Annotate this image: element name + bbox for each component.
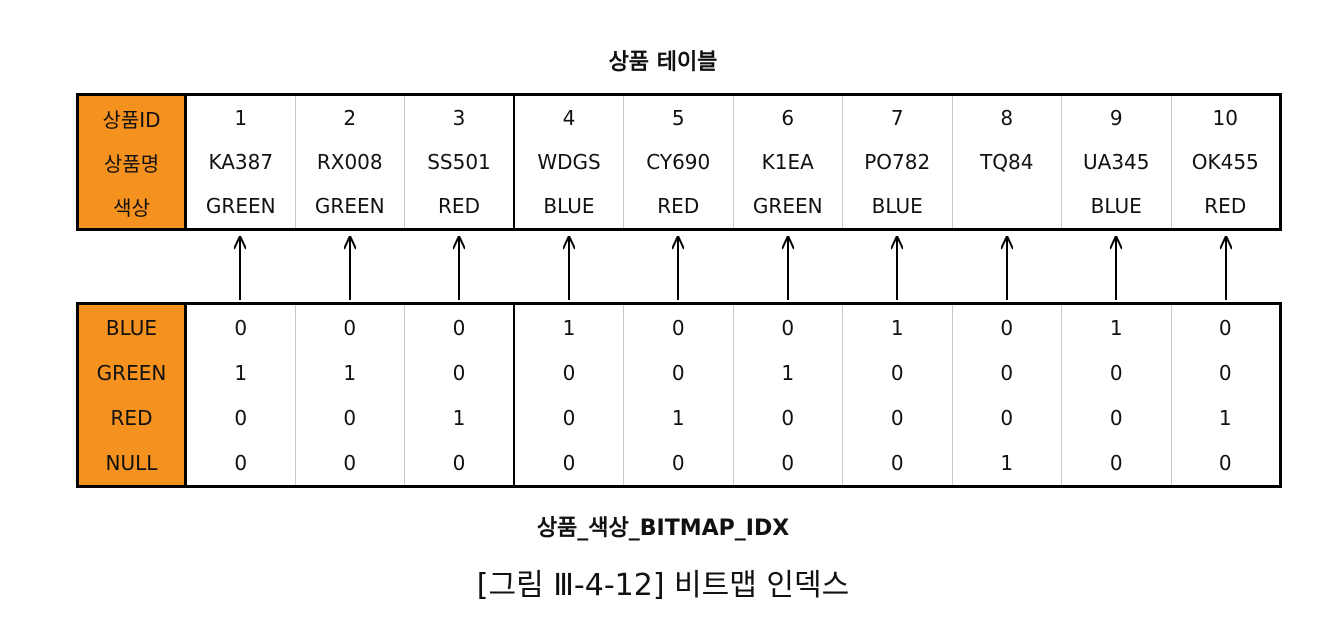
product-color-cell: GREEN: [732, 184, 843, 230]
bit-cell: 1: [623, 395, 733, 440]
product-name-cell: TQ84: [951, 140, 1062, 184]
product-name-cell: WDGS: [513, 140, 624, 184]
product-id-cell: 6: [732, 94, 843, 140]
bit-cell: 0: [185, 440, 295, 487]
bit-cell: 0: [623, 350, 733, 395]
row-label-product-id: 상품ID: [77, 94, 187, 140]
product-id-cell: 2: [294, 94, 405, 140]
bit-cell: 0: [404, 440, 514, 487]
product-id-cell: 9: [1061, 94, 1171, 140]
row-label-product-name: 상품명: [77, 140, 187, 184]
product-id-cell: 10: [1170, 94, 1281, 140]
bit-cell: 0: [513, 350, 624, 395]
bit-cell: 0: [1170, 350, 1281, 395]
bit-cell: 0: [1170, 303, 1281, 350]
bit-cell: 0: [732, 395, 843, 440]
product-name-row: 상품명 KA387 RX008 SS501 WDGS CY690 K1EA PO…: [77, 140, 1281, 184]
product-color-cell: RED: [623, 184, 733, 230]
product-name-cell: KA387: [185, 140, 295, 184]
bit-cell: 0: [294, 303, 405, 350]
product-name-cell: UA345: [1061, 140, 1171, 184]
bit-cell: 0: [951, 350, 1062, 395]
product-name-cell: SS501: [404, 140, 514, 184]
bitmap-row-blue: BLUE 0 0 0 1 0 0 1 0 1 0: [77, 303, 1281, 350]
bit-cell: 0: [1061, 440, 1171, 487]
product-color-cell: GREEN: [185, 184, 295, 230]
bit-cell: 0: [404, 350, 514, 395]
bit-cell: 0: [294, 440, 405, 487]
bitmap-index-title: 상품_색상_BITMAP_IDX: [536, 516, 790, 541]
bit-cell: 0: [1061, 350, 1171, 395]
product-color-cell: RED: [404, 184, 514, 230]
bit-cell: 0: [623, 303, 733, 350]
product-id-cell: 1: [185, 94, 295, 140]
bit-cell: 0: [623, 440, 733, 487]
row-label-color: 색상: [77, 184, 187, 230]
bit-cell: 0: [1061, 395, 1171, 440]
bit-cell: 0: [842, 440, 952, 487]
figure-caption: [그림 Ⅲ-4-12] 비트맵 인덱스: [476, 568, 850, 603]
product-id-row: 상품ID 1 2 3 4 5 6 7 8 9 10: [77, 94, 1281, 140]
bit-cell: 0: [732, 440, 843, 487]
product-color-row: 색상 GREEN GREEN RED BLUE RED GREEN BLUE B…: [77, 184, 1281, 230]
bit-cell: 0: [842, 350, 952, 395]
bit-cell: 0: [842, 395, 952, 440]
bit-cell: 0: [404, 303, 514, 350]
bit-cell: 0: [951, 303, 1062, 350]
bitmap-row-label: GREEN: [77, 350, 187, 395]
product-id-cell: 4: [513, 94, 624, 140]
product-id-cell: 3: [404, 94, 514, 140]
product-color-cell: BLUE: [513, 184, 624, 230]
bitmap-row-red: RED 0 0 1 0 1 0 0 0 0 1: [77, 395, 1281, 440]
bitmap-row-green: GREEN 1 1 0 0 0 1 0 0 0 0: [77, 350, 1281, 395]
bit-cell: 0: [294, 395, 405, 440]
bitmap-row-label: NULL: [77, 440, 187, 487]
product-id-cell: 8: [951, 94, 1062, 140]
bit-cell: 0: [1170, 440, 1281, 487]
bitmap-row-null: NULL 0 0 0 0 0 0 0 1 0 0: [77, 440, 1281, 487]
product-name-cell: K1EA: [732, 140, 843, 184]
bit-cell: 1: [1170, 395, 1281, 440]
product-id-cell: 5: [623, 94, 733, 140]
product-table: 상품ID 1 2 3 4 5 6 7 8 9 10 상품명 KA387 RX00…: [76, 93, 1282, 231]
product-color-cell: RED: [1170, 184, 1281, 230]
bit-cell: 1: [732, 350, 843, 395]
bitmap-row-label: RED: [77, 395, 187, 440]
product-name-cell: OK455: [1170, 140, 1281, 184]
product-color-cell: BLUE: [842, 184, 952, 230]
product-id-cell: 7: [842, 94, 952, 140]
bit-cell: 1: [513, 303, 624, 350]
bit-cell: 1: [842, 303, 952, 350]
bit-cell: 0: [951, 395, 1062, 440]
product-name-cell: PO782: [842, 140, 952, 184]
product-color-cell: [951, 184, 1062, 230]
product-name-cell: CY690: [623, 140, 733, 184]
bit-cell: 0: [513, 395, 624, 440]
bit-cell: 1: [294, 350, 405, 395]
bit-cell: 0: [185, 395, 295, 440]
bit-cell: 1: [185, 350, 295, 395]
bit-cell: 1: [1061, 303, 1171, 350]
product-table-title: 상품 테이블: [608, 50, 718, 75]
bitmap-row-label: BLUE: [77, 303, 187, 350]
product-name-cell: RX008: [294, 140, 405, 184]
bit-cell: 0: [185, 303, 295, 350]
bitmap-index-table: BLUE 0 0 0 1 0 0 1 0 1 0 GREEN 1 1 0 0 0…: [76, 302, 1282, 488]
bit-cell: 1: [951, 440, 1062, 487]
bit-cell: 0: [513, 440, 624, 487]
product-color-cell: BLUE: [1061, 184, 1171, 230]
bit-cell: 0: [732, 303, 843, 350]
bit-cell: 1: [404, 395, 514, 440]
product-color-cell: GREEN: [294, 184, 405, 230]
